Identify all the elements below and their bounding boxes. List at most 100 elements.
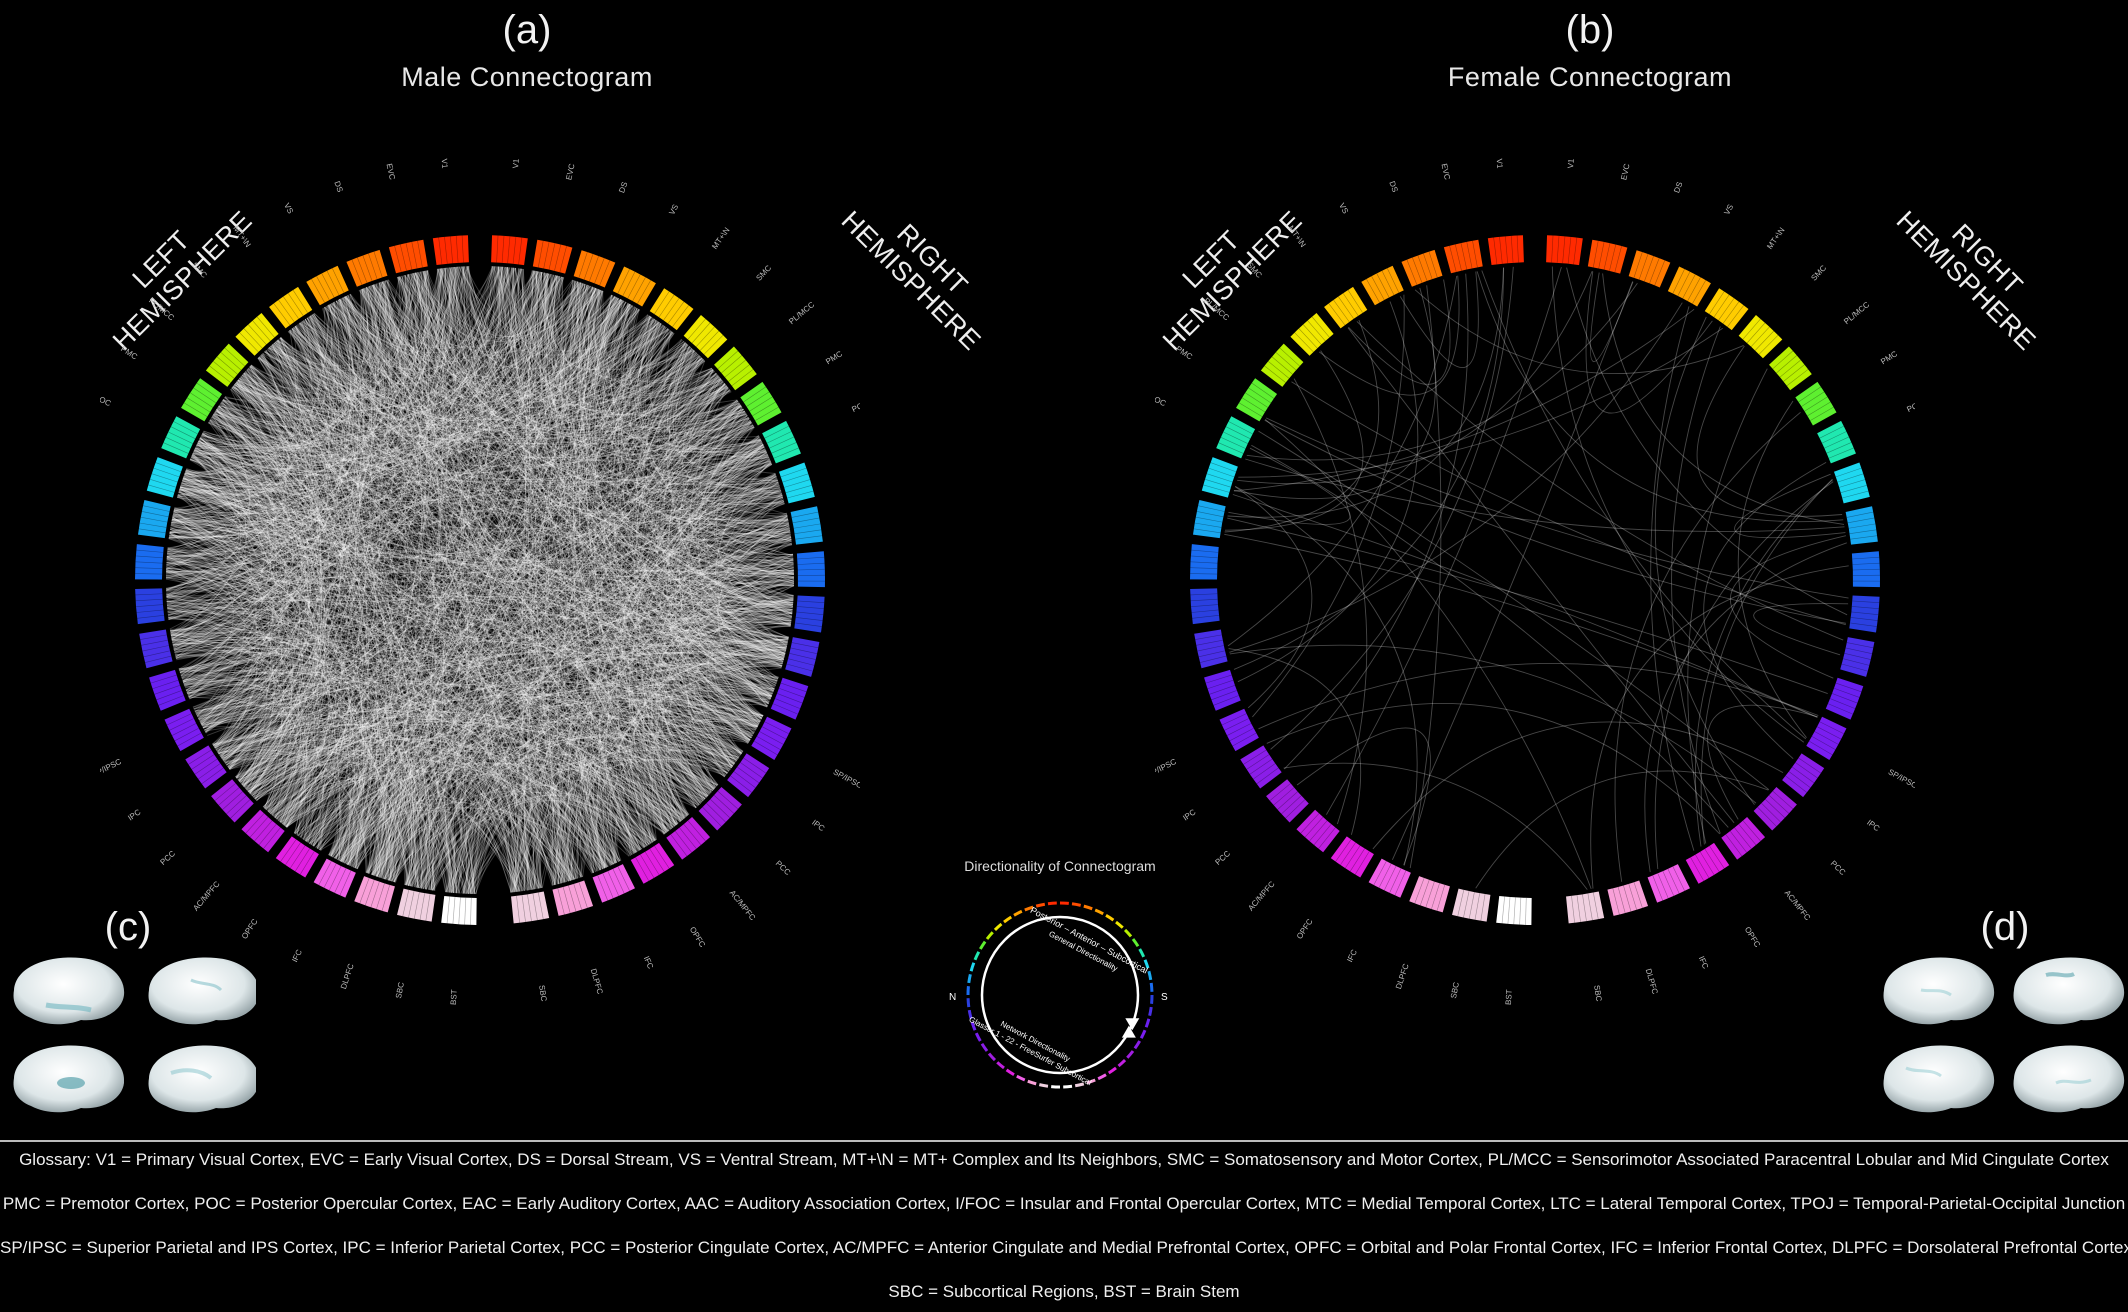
connection-link bbox=[223, 398, 792, 623]
connection-link bbox=[268, 279, 573, 385]
connection-link bbox=[1291, 381, 1846, 626]
ring-dash bbox=[1144, 1018, 1151, 1028]
connection-link bbox=[636, 355, 795, 579]
connection-link bbox=[694, 661, 775, 695]
connection-link bbox=[511, 267, 720, 426]
connection-link bbox=[174, 267, 508, 653]
connection-link bbox=[328, 287, 595, 359]
connection-links bbox=[1224, 266, 1849, 890]
connection-link bbox=[371, 284, 722, 404]
connection-link bbox=[171, 383, 295, 522]
connection-link bbox=[497, 266, 689, 815]
connection-link bbox=[175, 647, 706, 800]
connection-link bbox=[706, 569, 794, 664]
connection-link bbox=[456, 304, 631, 894]
connection-link bbox=[289, 329, 794, 604]
right-hemisphere-label-b: RIGHT HEMISPHERE bbox=[1891, 184, 2063, 356]
connection-link bbox=[605, 319, 728, 445]
connection-link bbox=[245, 735, 609, 868]
connection-link bbox=[310, 787, 399, 882]
connection-link bbox=[217, 379, 334, 473]
connection-link bbox=[550, 322, 660, 886]
connection-link bbox=[173, 283, 378, 514]
connection-link bbox=[171, 267, 511, 640]
connection-link bbox=[594, 294, 739, 759]
connection-link bbox=[218, 715, 712, 793]
connection-link bbox=[250, 539, 792, 795]
connection-link bbox=[181, 481, 686, 818]
connection-link bbox=[1293, 378, 1368, 825]
connection-link bbox=[186, 401, 277, 694]
connection-link bbox=[427, 599, 794, 890]
connection-link bbox=[280, 774, 435, 891]
connection-link bbox=[513, 409, 744, 893]
connection-link bbox=[166, 327, 330, 564]
connection-link bbox=[707, 645, 787, 719]
connection-link bbox=[1729, 535, 1847, 679]
connection-link bbox=[170, 319, 657, 637]
connection-link bbox=[369, 285, 739, 439]
connection-link bbox=[383, 763, 601, 880]
connection-link bbox=[375, 275, 423, 877]
connection-link bbox=[634, 319, 785, 505]
connection-link bbox=[227, 663, 783, 768]
connection-link bbox=[379, 328, 669, 878]
connection-link bbox=[537, 684, 768, 889]
connection-link bbox=[189, 459, 385, 875]
connection-link bbox=[715, 461, 775, 690]
connection-link bbox=[239, 377, 387, 880]
connection-link bbox=[1409, 285, 1442, 869]
region-label: SP/IPSC bbox=[1155, 757, 1178, 779]
connection-link bbox=[184, 670, 253, 711]
connection-link bbox=[171, 408, 277, 639]
region-label: PL/MCC bbox=[1202, 296, 1231, 323]
connection-link bbox=[675, 346, 767, 453]
connection-link bbox=[594, 303, 654, 843]
region-segment bbox=[532, 239, 573, 274]
connection-link bbox=[544, 756, 630, 884]
connection-link bbox=[621, 317, 667, 834]
connection-link bbox=[410, 658, 785, 887]
connection-link bbox=[340, 534, 791, 862]
connection-link bbox=[685, 648, 787, 765]
brain-medial-left bbox=[1883, 1045, 1995, 1113]
connection-link bbox=[616, 331, 791, 626]
connection-link bbox=[169, 528, 567, 883]
connection-link bbox=[398, 276, 783, 502]
connection-link bbox=[557, 686, 768, 883]
connection-link bbox=[1654, 481, 1834, 870]
connection-link bbox=[215, 381, 330, 751]
connection-link bbox=[366, 286, 664, 393]
connection-link bbox=[508, 788, 555, 893]
connection-link bbox=[315, 438, 761, 848]
connection-link bbox=[224, 735, 598, 872]
connection-link bbox=[598, 703, 742, 848]
connection-link bbox=[613, 299, 794, 564]
connection-link bbox=[422, 271, 616, 401]
connection-link bbox=[201, 433, 783, 514]
connection-link bbox=[184, 473, 323, 823]
connection-link bbox=[249, 355, 701, 794]
connection-link bbox=[637, 318, 762, 450]
region-label: PL/MCC bbox=[1842, 300, 1871, 326]
connection-link bbox=[1237, 271, 1593, 485]
connection-link bbox=[196, 314, 330, 717]
connection-link bbox=[682, 360, 788, 647]
connection-link bbox=[705, 583, 795, 655]
connection-link bbox=[340, 298, 687, 818]
connection-link bbox=[404, 736, 731, 886]
connection-link bbox=[339, 270, 428, 377]
connection-link bbox=[194, 703, 678, 825]
connection-link bbox=[166, 570, 718, 786]
connection-link bbox=[467, 266, 713, 793]
connection-link bbox=[306, 317, 770, 463]
ring-dash bbox=[1126, 1050, 1135, 1059]
connection-link bbox=[594, 298, 735, 765]
connection-link bbox=[167, 473, 289, 614]
connection-link bbox=[1590, 565, 1849, 889]
connection-link bbox=[233, 294, 613, 428]
connection-link bbox=[277, 734, 673, 829]
region-label: SP/IPSC bbox=[1887, 767, 1915, 790]
connection-link bbox=[230, 388, 365, 869]
connection-link bbox=[372, 267, 455, 339]
